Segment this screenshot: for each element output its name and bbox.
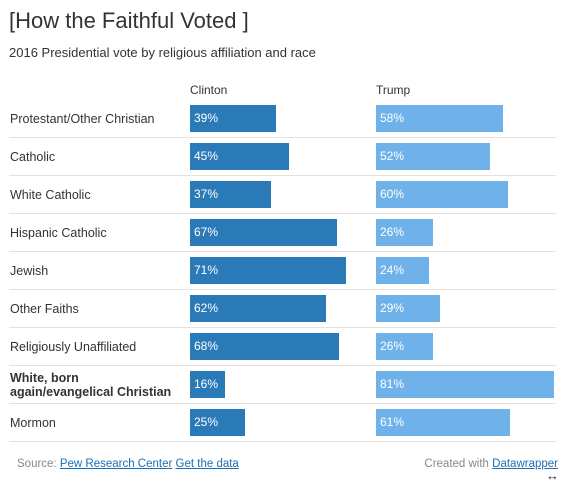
row-label: Religiously Unaffiliated	[10, 339, 137, 354]
data-label-clinton: 62%	[194, 301, 219, 315]
data-label-trump: 26%	[380, 225, 405, 239]
bar-clinton	[190, 257, 346, 284]
row-label: Hispanic Catholic	[10, 225, 107, 240]
data-label-trump: 81%	[380, 377, 405, 391]
data-label-trump: 52%	[380, 149, 405, 163]
source-link[interactable]: Pew Research Center	[59, 458, 173, 470]
data-label-clinton: 25%	[194, 415, 219, 429]
row-label: White, born again/evangelical Christian	[10, 370, 172, 399]
bar-trump	[376, 257, 429, 284]
footer-credit: Created with Datawrapper	[424, 458, 558, 470]
bar-clinton	[190, 371, 225, 398]
row-divider	[9, 327, 556, 328]
datawrapper-link[interactable]: Datawrapper	[492, 458, 558, 470]
column-header-clinton: Clinton	[190, 83, 228, 97]
row-divider	[9, 403, 556, 404]
row-divider	[9, 251, 556, 252]
created-prefix: Created with	[424, 458, 493, 470]
row-label: Protestant/Other Christian	[10, 111, 155, 126]
bar-clinton	[190, 333, 339, 360]
bar-trump	[376, 219, 433, 246]
data-label-trump: 61%	[380, 415, 405, 429]
data-label-clinton: 45%	[194, 149, 219, 163]
data-label-clinton: 67%	[194, 225, 219, 239]
data-label-clinton: 71%	[194, 263, 219, 277]
row-divider	[9, 137, 556, 138]
row-label: Other Faiths	[10, 301, 79, 316]
row-divider	[9, 365, 556, 366]
bar-trump	[376, 143, 490, 170]
bar-trump	[376, 181, 508, 208]
row-label: White Catholic	[10, 187, 91, 202]
chart-title: [How the Faithful Voted ]	[9, 8, 249, 33]
data-label-trump: 26%	[380, 339, 405, 353]
bar-clinton	[190, 143, 289, 170]
row-label: Catholic	[10, 149, 56, 164]
bar-trump	[376, 333, 433, 360]
bar-trump	[376, 105, 503, 132]
column-header-trump: Trump	[376, 83, 411, 97]
bar-clinton	[190, 181, 271, 208]
row-divider	[9, 175, 556, 176]
data-label-clinton: 39%	[194, 111, 219, 125]
bar-clinton	[190, 105, 276, 132]
bar-clinton	[190, 219, 337, 246]
row-divider	[9, 213, 556, 214]
bar-trump	[376, 295, 440, 322]
resize-arrows-icon[interactable]: ↔	[546, 468, 559, 483]
source-prefix: Source:	[17, 458, 60, 470]
bar-trump	[376, 371, 554, 398]
row-label: Mormon	[10, 415, 56, 430]
data-label-clinton: 37%	[194, 187, 219, 201]
bar-clinton	[190, 409, 245, 436]
chart-subtitle: 2016 Presidential vote by religious affi…	[9, 45, 316, 60]
data-label-trump: 58%	[380, 111, 405, 125]
get-data-link[interactable]: Get the data	[175, 458, 239, 470]
footer-source: Source: Pew Research Center Get the data	[17, 458, 239, 470]
bar-clinton	[190, 295, 326, 322]
row-divider	[9, 441, 556, 442]
data-label-trump: 29%	[380, 301, 405, 315]
data-label-clinton: 68%	[194, 339, 219, 353]
row-divider	[9, 289, 556, 290]
bar-trump	[376, 409, 510, 436]
data-label-clinton: 16%	[194, 377, 219, 391]
data-label-trump: 24%	[380, 263, 405, 277]
data-label-trump: 60%	[380, 187, 405, 201]
row-label: Jewish	[10, 263, 49, 278]
